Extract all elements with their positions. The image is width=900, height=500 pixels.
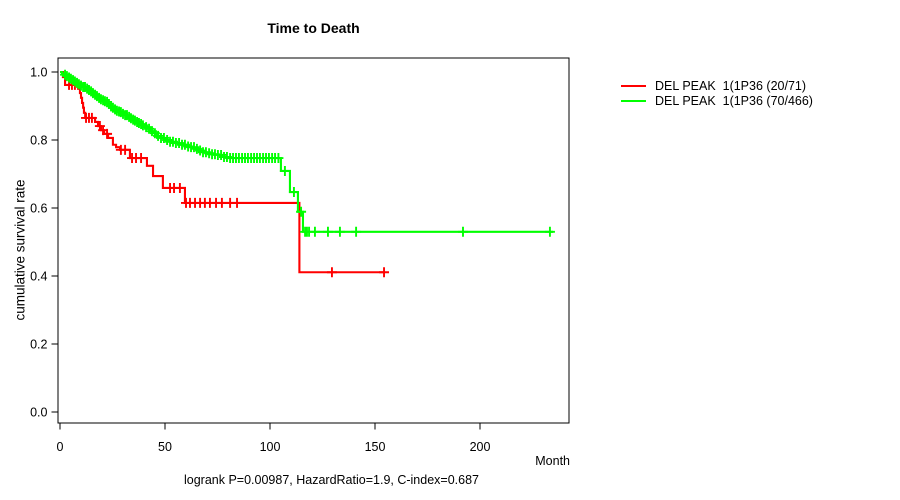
y-tick-label: 0.6: [30, 201, 47, 215]
x-tick-label: 50: [158, 440, 172, 454]
legend-item-group1: DEL PEAK 1(1P36 (20/71): [621, 79, 813, 94]
legend-label: DEL PEAK 1(1P36 (20/71): [655, 79, 807, 94]
legend-line-swatch-green: [621, 99, 646, 102]
survival-curve-green: [60, 70, 554, 233]
survival-curve-red: [60, 70, 386, 274]
legend-line-swatch-red: [621, 85, 646, 88]
legend: DEL PEAK 1(1P36 (20/71) DEL PEAK 1(1P36 …: [621, 79, 813, 108]
censor-marks-green: [60, 69, 555, 237]
legend-item-group2: DEL PEAK 1(1P36 (70/466): [621, 94, 813, 109]
y-tick-label: 1.0: [30, 65, 47, 79]
y-tick-label: 0.8: [30, 133, 47, 147]
legend-label: DEL PEAK 1(1P36 (70/466): [655, 93, 813, 108]
x-tick-label: 0: [57, 440, 64, 454]
stats-footer: logrank P=0.00987, HazardRatio=1.9, C-in…: [184, 473, 479, 487]
y-tick-label: 0.2: [30, 337, 47, 351]
x-axis-label: Month: [535, 454, 570, 468]
y-tick-label: 0.0: [30, 405, 47, 419]
x-tick-label: 150: [365, 440, 386, 454]
axes: [51, 57, 570, 430]
y-tick-label: 0.4: [30, 269, 47, 283]
x-tick-label: 100: [260, 440, 281, 454]
chart-title: Time to Death: [267, 20, 360, 36]
x-tick-label: 200: [470, 440, 491, 454]
